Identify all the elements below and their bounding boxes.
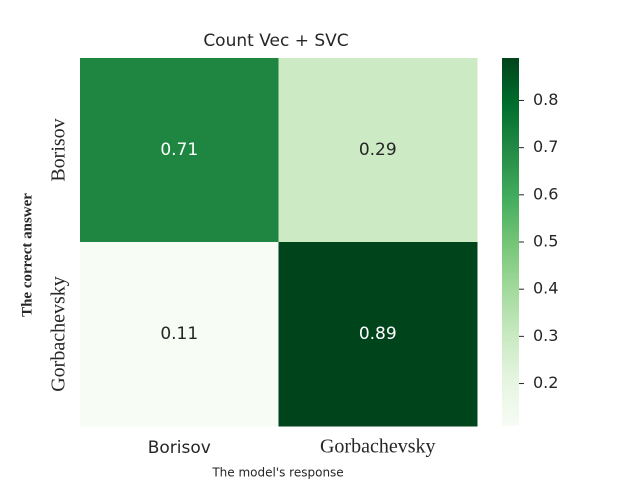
colorbar-tick-label: 0.3: [533, 326, 558, 345]
y-tick-label: Borisov: [48, 118, 70, 181]
x-tick-label: Gorbachevsky: [320, 436, 436, 458]
y-axis-label: The correct answer: [19, 193, 35, 317]
colorbar: [502, 58, 519, 426]
colorbar-tick-label: 0.7: [533, 137, 558, 156]
heatmap-cell: [278, 58, 478, 243]
heatmap-cell: [278, 242, 478, 427]
colorbar-tick-label: 0.4: [533, 279, 558, 298]
y-tick-label: Gorbachevsky: [48, 276, 70, 392]
x-tick-label: Borisov: [148, 438, 211, 458]
cell-label: 0.29: [359, 140, 397, 160]
colorbar-tick-label: 0.8: [533, 90, 558, 109]
cell-label: 0.11: [160, 324, 198, 344]
heatmap-cell: [80, 242, 279, 427]
chart-title: Count Vec + SVC: [203, 31, 348, 51]
x-axis-label: The model's response: [211, 466, 343, 480]
cell-label: 0.89: [359, 324, 397, 344]
colorbar-tick-label: 0.2: [533, 373, 558, 392]
colorbar-tick-label: 0.5: [533, 232, 558, 251]
heatmap-cell: [80, 58, 279, 243]
cell-label: 0.71: [160, 140, 198, 160]
colorbar-tick-label: 0.6: [533, 184, 558, 203]
